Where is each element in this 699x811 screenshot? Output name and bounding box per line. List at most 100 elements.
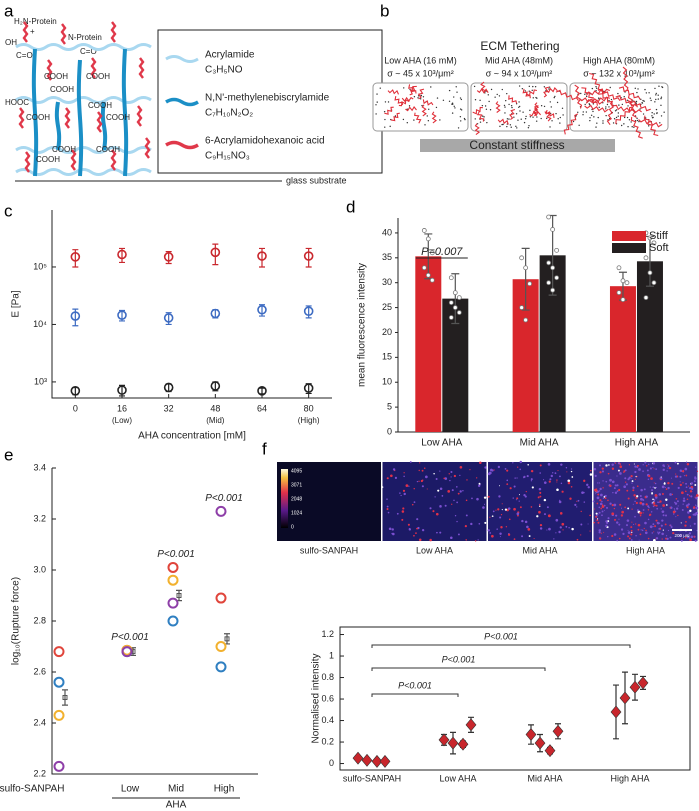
speck bbox=[605, 524, 608, 528]
y-tick-label: 0 bbox=[329, 758, 334, 768]
speck bbox=[636, 509, 639, 512]
dot bbox=[474, 118, 476, 120]
speck bbox=[415, 532, 417, 534]
point bbox=[554, 247, 560, 253]
speck bbox=[669, 536, 672, 539]
dot bbox=[536, 116, 538, 118]
speck bbox=[696, 470, 699, 472]
speck bbox=[587, 523, 589, 525]
y-tick-label: 0.8 bbox=[321, 672, 334, 682]
speck bbox=[686, 536, 689, 539]
point bbox=[523, 317, 529, 323]
tether bbox=[543, 86, 550, 98]
speck bbox=[569, 497, 572, 500]
image-label: Mid AHA bbox=[522, 545, 557, 555]
substrate-label: glass substrate bbox=[286, 175, 347, 185]
tether bbox=[405, 106, 417, 112]
speck bbox=[594, 508, 596, 510]
speck bbox=[607, 535, 609, 538]
speck bbox=[416, 480, 419, 483]
point bbox=[163, 382, 174, 393]
speck bbox=[614, 491, 618, 495]
speck bbox=[500, 526, 503, 529]
speck bbox=[493, 469, 495, 471]
y-axis-label: Normalised intensity bbox=[311, 653, 322, 743]
speck bbox=[600, 507, 603, 510]
speck bbox=[618, 488, 621, 492]
speck bbox=[607, 499, 609, 502]
speck bbox=[685, 474, 688, 477]
dot bbox=[420, 95, 422, 97]
dot bbox=[460, 120, 462, 122]
dot bbox=[553, 96, 555, 99]
dot bbox=[384, 118, 386, 121]
speck bbox=[627, 531, 631, 534]
speck bbox=[651, 492, 654, 495]
speck bbox=[647, 537, 650, 540]
dot bbox=[655, 92, 657, 95]
condition-label: High AHA (80mM) bbox=[583, 55, 655, 65]
speck bbox=[477, 539, 479, 541]
speck bbox=[504, 508, 508, 511]
diamond bbox=[610, 705, 622, 719]
speck bbox=[549, 478, 552, 481]
speck bbox=[695, 494, 699, 497]
dot bbox=[633, 126, 635, 128]
speck bbox=[543, 498, 547, 502]
annotation: P<0.001 bbox=[442, 654, 476, 664]
speck bbox=[625, 524, 628, 527]
annotation: P<0.001 bbox=[157, 549, 195, 560]
dot bbox=[658, 85, 660, 87]
speck bbox=[658, 531, 661, 534]
speck bbox=[642, 470, 644, 472]
speck bbox=[661, 485, 665, 489]
dot bbox=[504, 106, 506, 108]
dot bbox=[605, 108, 607, 110]
speck bbox=[560, 463, 563, 466]
speck bbox=[598, 482, 600, 484]
speck bbox=[678, 534, 682, 538]
dot bbox=[456, 91, 458, 93]
speck bbox=[528, 535, 531, 538]
speck bbox=[576, 538, 579, 541]
speck bbox=[653, 500, 655, 502]
dot bbox=[540, 105, 543, 107]
dot bbox=[659, 122, 661, 124]
speck bbox=[613, 507, 616, 510]
speck bbox=[568, 527, 570, 529]
speck bbox=[527, 463, 529, 466]
speck bbox=[614, 518, 617, 521]
speck bbox=[667, 464, 669, 466]
speck bbox=[523, 476, 525, 479]
speck bbox=[514, 477, 516, 479]
speck bbox=[624, 506, 626, 509]
speck bbox=[668, 466, 672, 470]
dot bbox=[384, 126, 386, 128]
speck bbox=[554, 472, 557, 475]
speck bbox=[426, 488, 428, 490]
dot bbox=[660, 96, 663, 98]
dot bbox=[660, 115, 663, 117]
legend-icon bbox=[165, 55, 199, 63]
dot bbox=[439, 119, 441, 121]
speck bbox=[476, 497, 479, 501]
dot bbox=[513, 116, 515, 118]
legend-swatch bbox=[612, 231, 646, 241]
speck bbox=[627, 529, 629, 531]
dot bbox=[559, 116, 561, 119]
dot bbox=[448, 100, 451, 102]
dot bbox=[660, 104, 662, 107]
speck bbox=[538, 510, 541, 514]
dot bbox=[657, 94, 659, 96]
speck bbox=[403, 475, 405, 478]
speck bbox=[546, 506, 549, 509]
speck bbox=[634, 500, 636, 503]
dot bbox=[561, 107, 564, 110]
dot bbox=[650, 99, 652, 102]
speck bbox=[665, 535, 668, 537]
aha-chain bbox=[60, 23, 67, 45]
dot bbox=[572, 120, 575, 123]
speck bbox=[587, 486, 590, 489]
crosslinker bbox=[121, 48, 129, 177]
dot bbox=[595, 126, 597, 128]
